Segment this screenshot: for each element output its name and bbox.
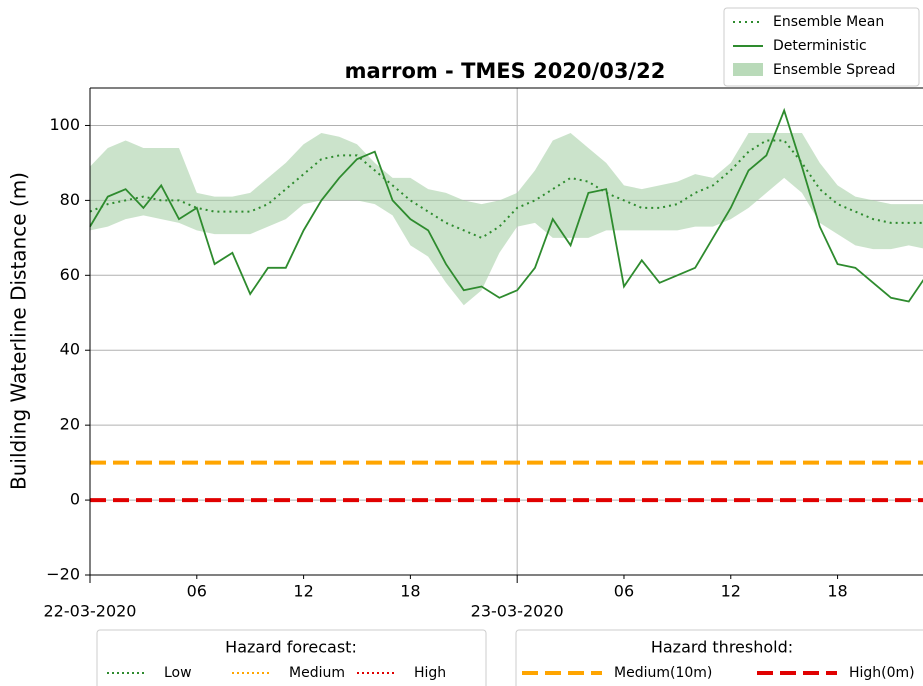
y-tick-label: 0: [70, 490, 80, 509]
date-tick-label: 23-03-2020: [471, 602, 564, 621]
legend-swatch: [733, 63, 763, 76]
y-tick-label: 20: [60, 415, 80, 434]
legend-label: Medium(10m): [614, 665, 712, 681]
x-tick-label: 06: [614, 582, 634, 601]
series-line: [89, 107, 923, 303]
x-tick-label: 06: [187, 582, 207, 601]
y-tick-label: 60: [60, 265, 80, 284]
legend-label: Medium: [289, 665, 345, 681]
y-axis-label: Building Waterline Distance (m): [7, 172, 31, 490]
y-tick-label: 100: [49, 115, 80, 134]
legend-label: Ensemble Mean: [773, 14, 884, 30]
x-tick-label: 12: [293, 582, 313, 601]
date-tick-label: 22-03-2020: [44, 602, 137, 621]
chart-title: marrom - TMES 2020/03/22: [345, 59, 666, 83]
y-tick-label: 40: [60, 340, 80, 359]
legend-title: Hazard threshold:: [651, 638, 793, 657]
legend-label: Low: [164, 665, 192, 681]
legend-label: Ensemble Spread: [773, 62, 895, 78]
legend-title: Hazard forecast:: [225, 638, 357, 657]
series-line: [89, 139, 923, 239]
legend-label: Deterministic: [773, 38, 867, 54]
legend-label: High(0m): [849, 665, 915, 681]
legend-box: [723, 7, 920, 87]
x-tick-label: 12: [721, 582, 741, 601]
y-tick-label: 80: [60, 190, 80, 209]
x-tick-label: 18: [827, 582, 847, 601]
legend-label: High: [414, 665, 446, 681]
y-tick-label: −20: [46, 565, 80, 584]
ensemble-spread: [90, 132, 923, 306]
x-tick-label: 18: [400, 582, 420, 601]
legend-box: [515, 629, 923, 686]
